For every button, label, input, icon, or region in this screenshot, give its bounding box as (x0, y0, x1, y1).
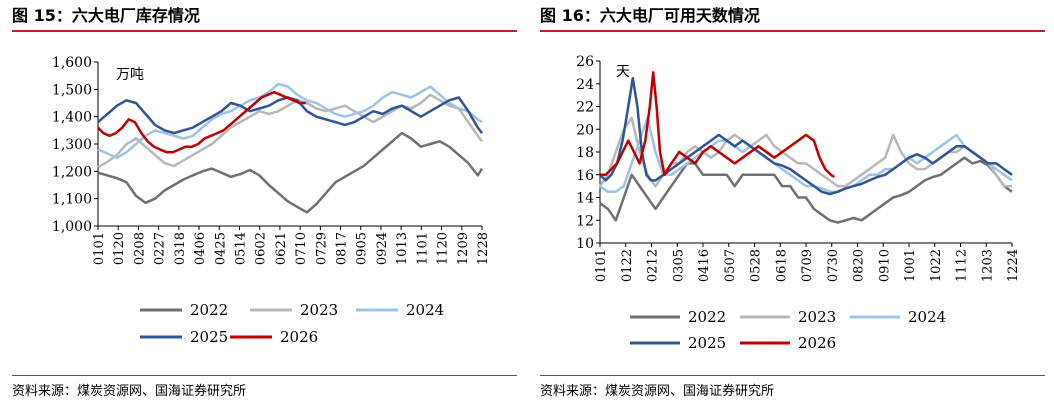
x-tick-label: 0212 (646, 249, 661, 282)
unit-label: 天 (616, 64, 630, 80)
series-line-2026 (600, 71, 835, 179)
x-tick-label: 1228 (476, 232, 491, 265)
legend-label-2026: 2026 (798, 334, 836, 352)
available-days-chart-source: 资料来源：煤炭资源网、国海证券研究所 (540, 375, 1045, 399)
inventory-chart-panel: 图 15：六大电厂库存情况 1,000 1,100 1,200 1,300 1,400 1… (12, 0, 522, 409)
x-tick-label: 0425 (213, 232, 228, 265)
series-line-2024 (599, 116, 1013, 194)
x-tick-label: 0710 (294, 232, 309, 265)
legend-label-2022: 2022 (190, 301, 228, 319)
inventory-chart: 1,000 1,100 1,200 1,300 1,400 1,500 1,600 0101 0… (52, 55, 491, 346)
x-tick-label: 0905 (355, 232, 370, 265)
x-tick-label: 0305 (671, 249, 686, 282)
x-tick-label: 1209 (456, 232, 471, 265)
series-line-2022 (97, 131, 484, 214)
x-tick-label: 0621 (274, 232, 289, 265)
series-line-2026 (97, 90, 306, 154)
series-line-2024 (97, 82, 483, 159)
x-tick-label: 0122 (620, 249, 635, 282)
x-tick-label: 1022 (929, 249, 944, 282)
y-tick-label: 1,600 (52, 55, 92, 71)
y-tick-label: 10 (576, 236, 594, 252)
legend-label-2025: 2025 (190, 328, 228, 346)
x-tick-label: 0208 (132, 232, 147, 265)
x-tick-label: 0416 (697, 249, 712, 282)
x-tick-label: 1120 (436, 232, 451, 265)
available-days-chart-panel: 图 16：六大电厂可用天数情况 10 12 14 16 18 20 22 24 26 0101 01… (540, 0, 1050, 409)
x-tick-label: 0730 (826, 249, 841, 282)
series-line-2025 (599, 76, 1013, 196)
x-tick-label: 0406 (193, 232, 208, 265)
legend-label-2023: 2023 (798, 308, 836, 326)
y-tick-label: 18 (576, 145, 594, 161)
legend-label-2022: 2022 (688, 308, 726, 326)
unit-label: 万吨 (116, 67, 144, 83)
legend-label-2024: 2024 (908, 308, 946, 326)
legend-label-2026: 2026 (280, 328, 318, 346)
x-tick-label: 0602 (254, 232, 269, 265)
series-line-2022 (599, 156, 1013, 224)
x-tick-label: 1224 (1006, 249, 1021, 282)
y-tick-label: 14 (576, 191, 594, 207)
series-line-2023 (97, 93, 483, 169)
x-tick-label: 0101 (92, 232, 107, 265)
x-tick-label: 0318 (173, 232, 188, 265)
x-tick-label: 0120 (112, 232, 127, 265)
y-tick-label: 12 (576, 213, 594, 229)
legend-label-2024: 2024 (406, 301, 444, 319)
legend-label-2025: 2025 (688, 334, 726, 352)
y-tick-label: 16 (576, 168, 594, 184)
x-tick-label: 0101 (594, 249, 609, 282)
x-tick-label: 1013 (395, 232, 410, 265)
y-tick-label: 22 (576, 100, 594, 116)
x-tick-label: 0910 (877, 249, 892, 282)
x-tick-label: 1101 (415, 232, 430, 265)
legend-label-2023: 2023 (300, 301, 338, 319)
y-tick-label: 24 (576, 77, 594, 93)
x-tick-label: 0924 (375, 232, 390, 265)
available-days-chart-title: 图 16：六大电厂可用天数情况 (540, 4, 1045, 32)
y-tick-label: 1,200 (52, 164, 92, 180)
x-tick-label: 0729 (314, 232, 329, 265)
y-tick-label: 1,100 (52, 192, 92, 208)
y-tick-label: 26 (576, 54, 594, 70)
x-tick-label: 1203 (980, 249, 995, 282)
x-tick-label: 0514 (233, 232, 248, 265)
x-tick-label: 0709 (800, 249, 815, 282)
y-tick-label: 1,400 (52, 110, 92, 126)
x-tick-label: 0507 (723, 249, 738, 282)
x-tick-label: 1112 (955, 249, 970, 282)
y-tick-label: 1,300 (52, 137, 92, 153)
x-tick-label: 0528 (749, 249, 764, 282)
y-tick-label: 1,500 (52, 82, 92, 98)
x-tick-label: 1001 (903, 249, 918, 282)
x-tick-label: 0820 (852, 249, 867, 282)
x-tick-label: 0227 (153, 232, 168, 265)
x-tick-label: 0817 (335, 232, 350, 265)
inventory-chart-source: 资料来源：煤炭资源网、国海证券研究所 (12, 375, 517, 399)
inventory-chart-title: 图 15：六大电厂库存情况 (12, 4, 517, 32)
series-line-2025 (97, 96, 483, 135)
x-tick-label: 0618 (774, 249, 789, 282)
y-tick-label: 1,000 (52, 219, 92, 235)
y-tick-label: 20 (576, 122, 594, 138)
